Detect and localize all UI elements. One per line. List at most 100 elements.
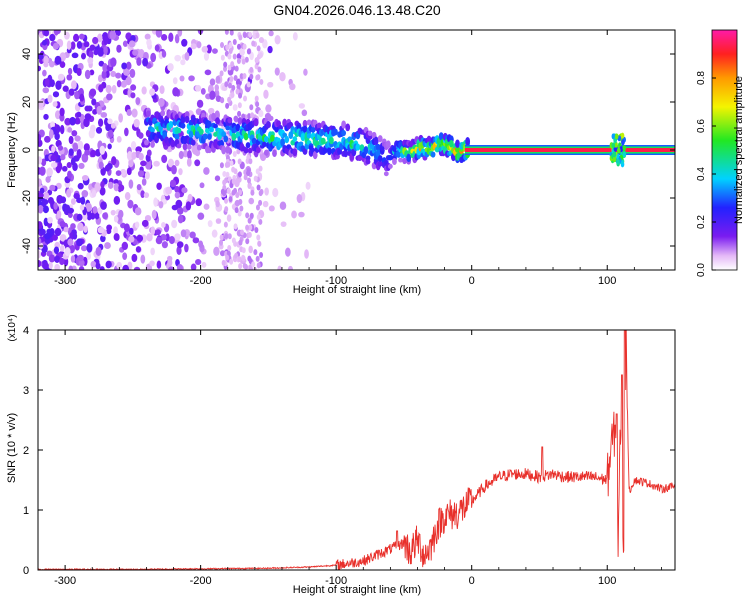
noise-cell [52,101,58,108]
ridge-cell [168,121,174,129]
noise-cell [258,165,263,172]
noise-cell [237,210,242,217]
noise-cell [230,91,235,98]
noise-cell [174,185,180,193]
noise-cell [168,32,174,43]
noise-cell [215,75,221,84]
noise-cell [195,259,202,265]
noise-cell [95,262,101,270]
snr-x-tick-label: 0 [469,575,475,587]
noise-cell [242,262,247,269]
noise-cell [136,184,142,191]
noise-cell [257,66,262,73]
ridge-cell [202,133,208,140]
noise-cell [86,211,92,221]
noise-cell [304,249,309,259]
noise-cell [77,140,84,150]
ridge-cell [387,154,393,161]
noise-cell [140,160,147,167]
noise-cell [241,255,246,262]
noise-cell [102,212,108,220]
noise-cell [57,145,64,151]
noise-cell [121,62,127,70]
noise-cell [130,84,137,91]
snr-y-tick-label: 2 [23,445,29,457]
ridge-cell [365,155,371,161]
noise-cell [72,232,78,240]
ridge-cell [150,127,155,134]
noise-cell [54,132,60,141]
spectrogram-x-tick-label: 100 [598,275,616,287]
noise-cell [235,88,240,95]
noise-cell [249,51,254,61]
noise-cell [155,236,163,245]
snr-line-layer [38,330,675,570]
noise-cell [249,104,254,111]
noise-cell [181,38,188,47]
noise-cell [264,187,269,196]
noise-cell [122,252,128,260]
noise-cell [247,183,252,190]
noise-cell [106,93,113,101]
noise-cell [214,110,220,120]
noise-cell [274,67,280,76]
spectrogram-y-tick-label: 40 [21,48,33,60]
noise-cell [97,74,103,83]
noise-cell [181,187,188,194]
noise-cell [57,73,65,81]
noise-cell [268,30,274,37]
noise-cell [67,67,73,75]
ridge-cell [392,158,397,165]
noise-cell [250,112,255,119]
noise-cell [180,59,186,66]
ridge-cell [367,130,373,137]
noise-cell [237,171,242,178]
noise-cell [116,80,122,88]
noise-cell [154,44,160,52]
noise-cell [127,199,134,209]
noise-cell [39,166,46,176]
noise-cell [42,87,50,94]
noise-cell [104,164,111,172]
noise-cell [195,198,203,207]
noise-cell [223,65,228,72]
noise-cell [59,124,65,135]
noise-cell [66,74,73,81]
noise-cell [213,246,220,256]
noise-cell [150,226,156,236]
noise-cell [237,256,242,263]
noise-cell [232,38,237,45]
spectrogram-x-tick-label: -300 [54,275,76,287]
noise-cell [178,150,184,160]
noise-cell [254,95,259,102]
noise-cell [236,83,241,90]
colorbar-ticks: 0.0 0.2 0.4 0.6 0.8 [696,71,716,277]
noise-cell [256,214,261,221]
noise-cell [194,149,201,157]
noise-cell [136,234,144,242]
noise-cell [49,79,55,88]
noise-cell [168,235,175,245]
noise-cell [267,45,273,54]
noise-cell [225,44,230,51]
ridge-cell [306,133,312,139]
noise-cell [45,176,51,183]
noise-cell [118,184,125,192]
noise-cell [215,200,220,208]
ridge-cell [282,118,288,128]
noise-cell [298,211,305,218]
noise-cell [287,265,293,270]
noise-cell [97,47,105,57]
ridge-cell [377,155,383,162]
ridge-cell [616,158,620,165]
noise-cell [186,157,192,167]
noise-cell [38,134,42,142]
noise-cell [187,193,193,203]
noise-cell [107,118,113,125]
noise-cell [128,179,134,189]
noise-cell [52,234,58,241]
noise-cell [241,247,246,254]
ridge-cell [377,160,383,166]
noise-cell [76,238,83,247]
noise-cell [235,192,240,199]
